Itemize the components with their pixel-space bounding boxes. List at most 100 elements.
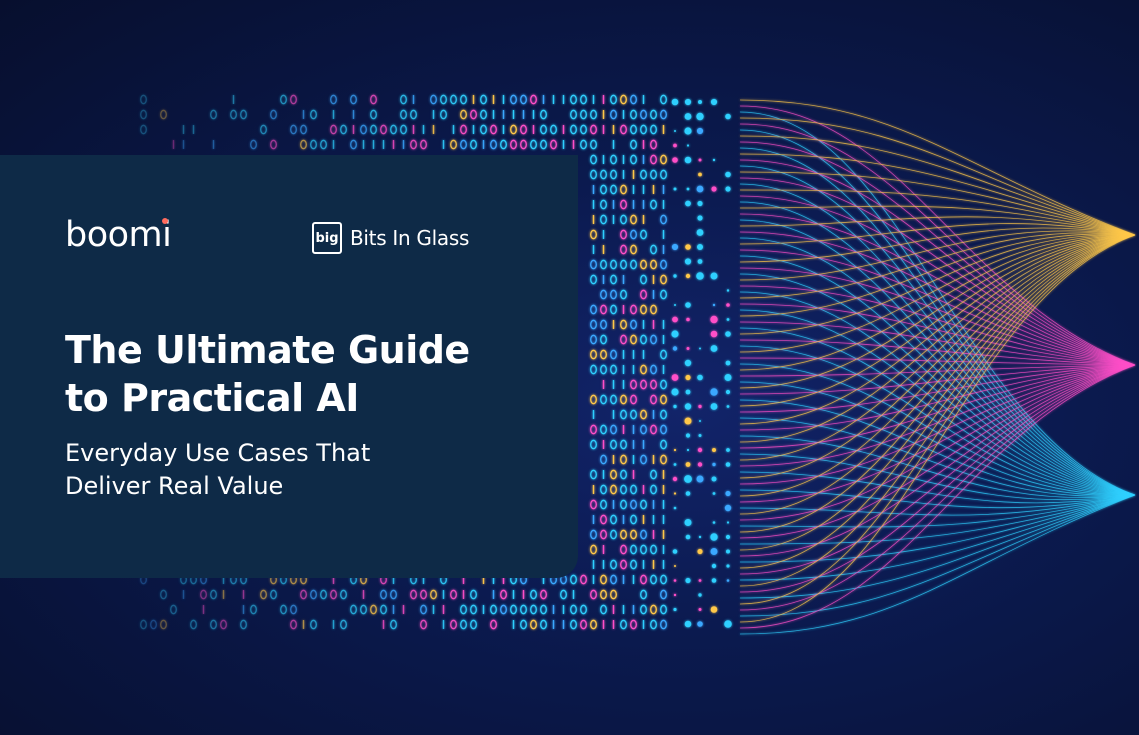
binary-zero-mark <box>630 94 637 105</box>
binary-zero-mark <box>460 109 467 120</box>
binary-zero-mark <box>590 124 597 135</box>
binary-zero-mark <box>640 574 647 585</box>
binary-zero-mark <box>600 289 607 300</box>
data-dot <box>673 492 677 495</box>
data-dot <box>673 187 677 191</box>
binary-zero-mark <box>660 94 667 105</box>
data-dot <box>684 620 692 628</box>
light-stream-line <box>739 321 1136 366</box>
data-dot <box>726 521 730 524</box>
data-dot <box>672 346 678 351</box>
data-dot <box>673 143 677 148</box>
binary-zero-mark <box>600 484 607 495</box>
binary-zero-mark <box>620 529 627 540</box>
binary-zero-mark <box>380 589 387 600</box>
binary-zero-mark <box>660 289 667 300</box>
binary-zero-mark <box>590 439 597 450</box>
binary-zero-mark <box>210 109 217 120</box>
binary-zero-mark <box>620 439 627 450</box>
data-dot <box>697 244 703 250</box>
light-stream-line <box>739 234 1136 515</box>
binary-zero-mark <box>390 124 397 135</box>
light-stream-line <box>739 494 1136 635</box>
data-dot <box>673 448 677 452</box>
data-dot <box>726 289 730 292</box>
data-dot <box>685 374 691 381</box>
binary-zero-mark <box>640 334 647 345</box>
light-stream-line <box>739 159 1136 366</box>
binary-zero-mark <box>620 244 627 255</box>
binary-zero-mark <box>430 94 437 105</box>
binary-zero-mark <box>650 544 657 555</box>
light-stream-line <box>739 364 1136 431</box>
light-stream-line <box>739 232 1136 299</box>
binary-zero-mark <box>610 304 617 315</box>
data-dot <box>696 229 704 236</box>
binary-zero-mark <box>590 259 597 270</box>
binary-zero-mark <box>350 604 357 615</box>
binary-zero-mark <box>660 259 667 270</box>
data-dot <box>710 388 718 396</box>
binary-zero-mark <box>600 319 607 330</box>
data-dot <box>712 448 716 452</box>
binary-zero-mark <box>610 589 617 600</box>
light-stream-line <box>739 364 1136 395</box>
binary-zero-mark <box>570 574 577 585</box>
binary-zero-mark <box>630 619 637 630</box>
binary-zero-mark <box>140 619 147 630</box>
light-stream-line <box>739 345 1136 496</box>
subtitle: Everyday Use Cases That Deliver Real Val… <box>65 437 370 503</box>
binary-zero-mark <box>400 94 407 105</box>
light-stream-line <box>739 494 1136 581</box>
binary-zero-mark <box>260 124 267 135</box>
data-dot <box>726 549 730 554</box>
light-stream-line <box>739 123 1136 366</box>
binary-zero-mark <box>630 514 637 525</box>
binary-zero-mark <box>470 139 477 150</box>
binary-zero-mark <box>640 289 647 300</box>
data-dot <box>698 434 702 437</box>
data-dot <box>696 475 704 483</box>
binary-zero-mark <box>600 214 607 225</box>
binary-zero-mark <box>630 334 637 345</box>
binary-zero-mark <box>620 544 627 555</box>
binary-zero-mark <box>580 604 587 615</box>
binary-zero-mark <box>630 139 637 150</box>
binary-zero-mark <box>230 109 237 120</box>
binary-zero-mark <box>620 469 627 480</box>
binary-zero-mark <box>520 124 527 135</box>
binary-zero-mark <box>660 349 667 360</box>
binary-zero-mark <box>640 379 647 390</box>
light-stream-line <box>739 147 1136 496</box>
light-stream-line <box>739 357 1136 366</box>
binary-zero-mark <box>610 349 617 360</box>
data-dot <box>725 360 731 366</box>
binary-zero-mark <box>610 469 617 480</box>
binary-zero-mark <box>630 244 637 255</box>
binary-zero-mark <box>310 139 317 150</box>
light-stream-line <box>739 234 1136 497</box>
light-stream-line <box>739 117 1136 236</box>
binary-zero-mark <box>460 139 467 150</box>
light-stream-line <box>739 435 1136 499</box>
binary-zero-mark <box>640 589 647 600</box>
binary-zero-mark <box>590 154 597 165</box>
light-stream-line <box>739 234 1136 371</box>
data-dot <box>685 244 691 250</box>
data-dot <box>674 130 676 132</box>
light-stream-line <box>739 234 1136 425</box>
binary-zero-mark <box>630 394 637 405</box>
binary-zero-mark <box>610 289 617 300</box>
binary-zero-mark <box>320 589 327 600</box>
data-dot <box>697 215 703 221</box>
binary-zero-mark <box>580 124 587 135</box>
data-dot <box>726 318 730 321</box>
binary-zero-mark <box>590 139 597 150</box>
binary-zero-mark <box>450 139 457 150</box>
binary-zero-mark <box>640 229 647 240</box>
light-stream-line <box>739 364 1136 449</box>
binary-zero-mark <box>640 259 647 270</box>
data-dot <box>697 259 703 264</box>
light-stream-line <box>739 273 1136 496</box>
binary-zero-mark <box>630 319 637 330</box>
